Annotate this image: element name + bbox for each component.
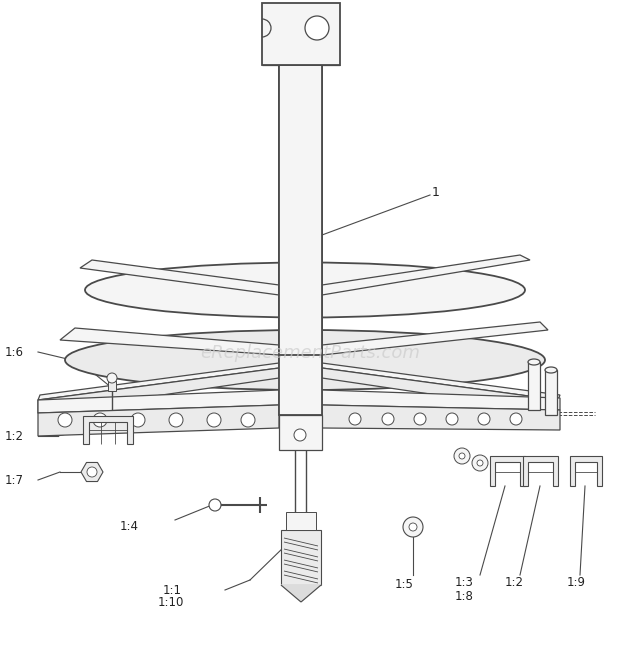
Text: 1:4: 1:4 [120, 520, 139, 534]
Polygon shape [322, 363, 560, 400]
Circle shape [446, 413, 458, 425]
Polygon shape [38, 368, 279, 413]
Polygon shape [38, 405, 279, 436]
Circle shape [454, 448, 470, 464]
Bar [279, 355, 322, 415]
Circle shape [472, 455, 488, 471]
Polygon shape [38, 390, 279, 413]
Circle shape [414, 413, 426, 425]
Circle shape [58, 413, 72, 427]
Circle shape [131, 413, 145, 427]
Circle shape [209, 499, 221, 511]
Circle shape [294, 429, 306, 441]
Text: 1:5: 1:5 [395, 578, 414, 591]
Bar [281, 530, 321, 585]
Text: 1:9: 1:9 [567, 576, 586, 589]
Circle shape [478, 413, 490, 425]
Bar [279, 415, 322, 450]
Circle shape [477, 460, 483, 466]
Circle shape [241, 413, 255, 427]
Polygon shape [322, 390, 560, 410]
Circle shape [305, 16, 329, 40]
Text: 1:8: 1:8 [455, 589, 474, 602]
Circle shape [107, 373, 117, 383]
Polygon shape [570, 456, 602, 486]
Ellipse shape [85, 263, 525, 318]
Ellipse shape [528, 359, 540, 365]
Bar [108, 381, 116, 391]
Ellipse shape [65, 330, 545, 390]
Circle shape [403, 517, 423, 537]
Polygon shape [80, 260, 279, 295]
Text: 1:7: 1:7 [5, 474, 24, 487]
Polygon shape [83, 416, 133, 444]
Text: 1:3: 1:3 [455, 576, 474, 589]
Text: 1:10: 1:10 [158, 597, 184, 609]
Polygon shape [322, 255, 530, 295]
Circle shape [510, 413, 522, 425]
Polygon shape [38, 363, 279, 400]
Text: 1:1: 1:1 [163, 584, 182, 597]
Bar [279, 65, 322, 362]
Circle shape [93, 413, 107, 427]
Circle shape [349, 413, 361, 425]
Polygon shape [523, 456, 558, 486]
Circle shape [459, 453, 465, 459]
Bar [286, 512, 316, 530]
Bar [279, 65, 322, 362]
Ellipse shape [545, 367, 557, 373]
Bar [262, 3, 340, 65]
Circle shape [169, 413, 183, 427]
Text: 1:2: 1:2 [5, 430, 24, 443]
Text: 1:6: 1:6 [5, 345, 24, 358]
Text: 1: 1 [432, 186, 440, 199]
Polygon shape [281, 585, 321, 602]
Bar [528, 362, 540, 410]
Text: 1:2: 1:2 [505, 576, 524, 589]
Circle shape [409, 523, 417, 531]
Polygon shape [490, 456, 525, 486]
Text: eReplacementParts.com: eReplacementParts.com [200, 344, 420, 362]
Polygon shape [322, 322, 548, 355]
Polygon shape [60, 328, 279, 355]
Polygon shape [322, 368, 558, 413]
Circle shape [207, 413, 221, 427]
Circle shape [382, 413, 394, 425]
Bar [545, 370, 557, 415]
Polygon shape [322, 405, 560, 430]
Circle shape [87, 467, 97, 477]
